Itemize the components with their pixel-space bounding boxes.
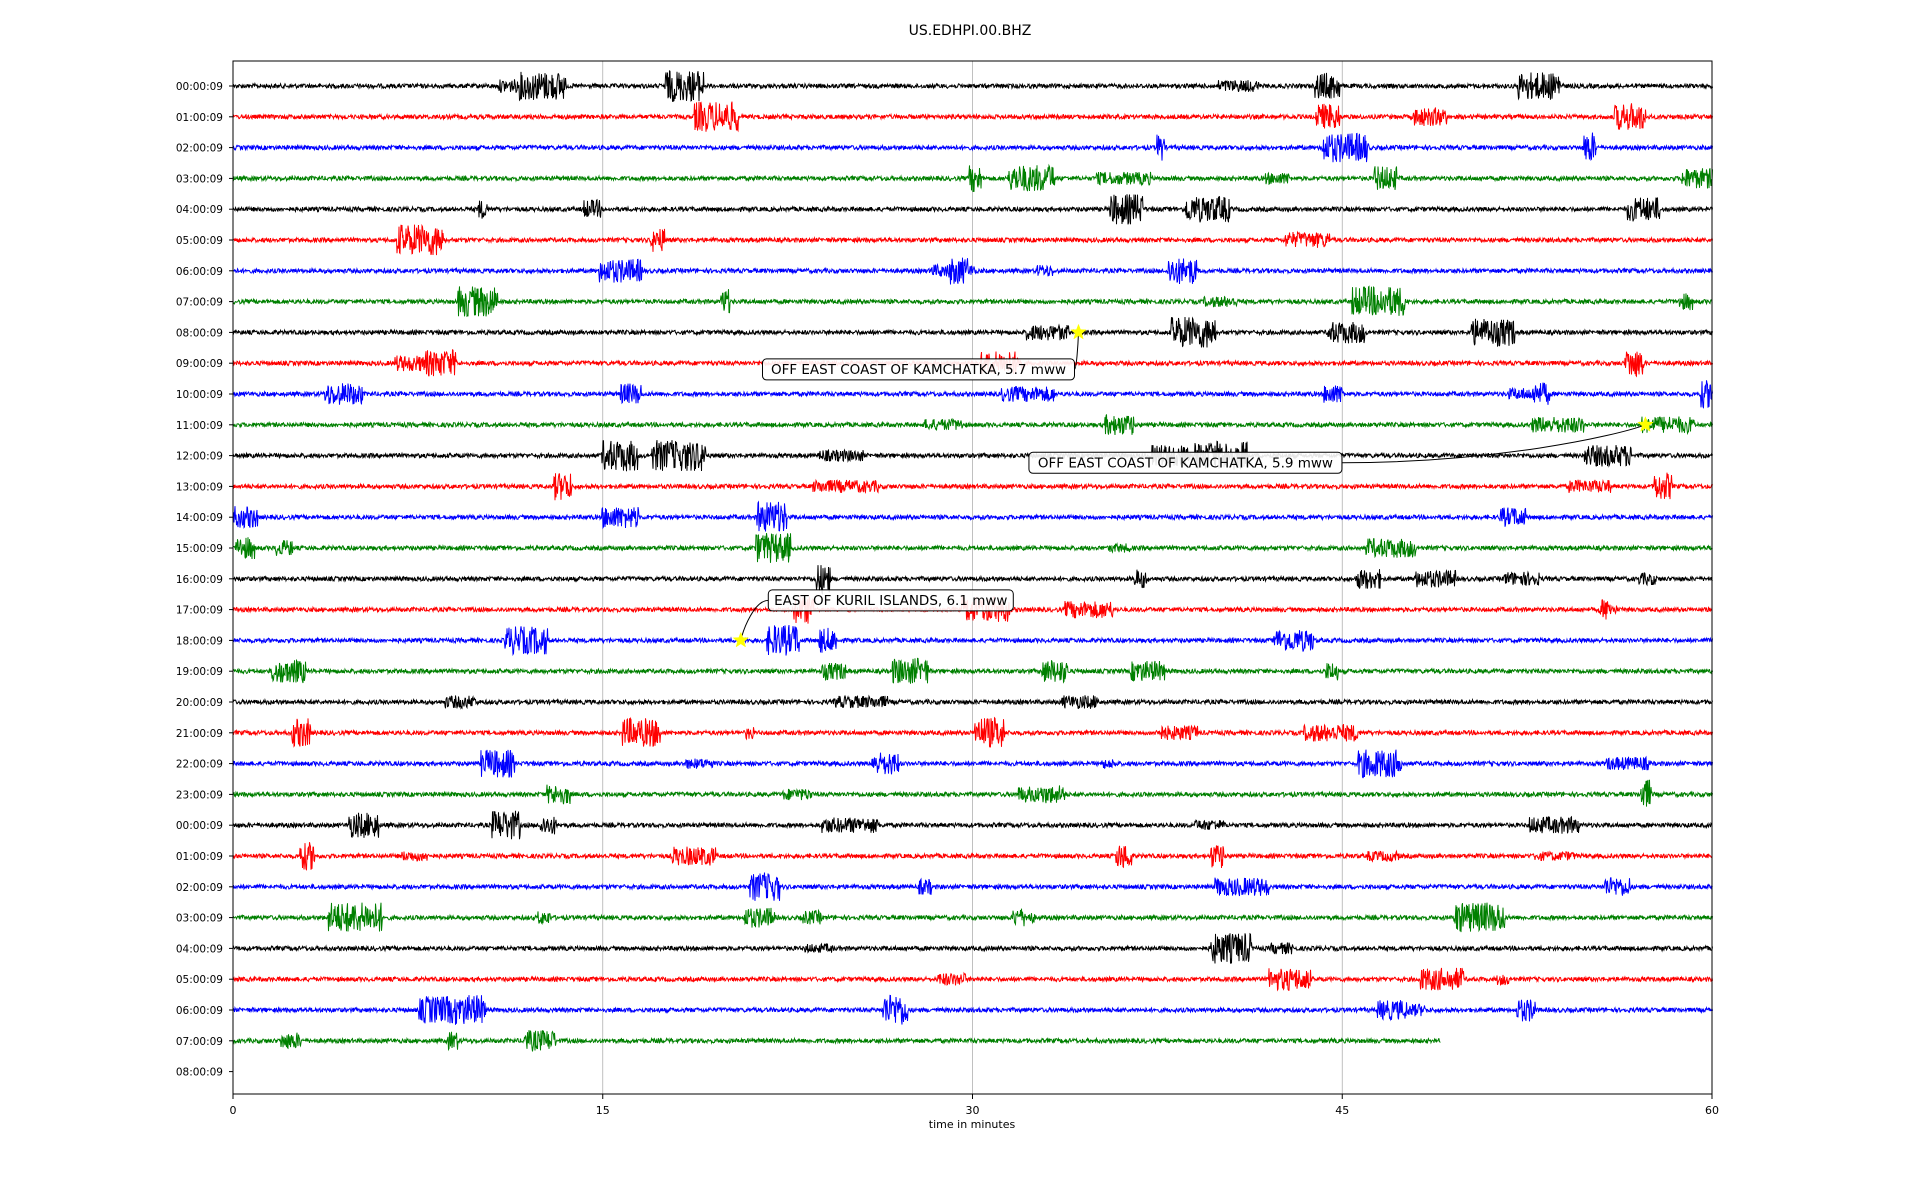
- row-time-label: 04:00:09: [176, 943, 223, 955]
- event-label: EAST OF KURIL ISLANDS, 6.1 mww: [774, 593, 1007, 609]
- trace-row-25: [232, 842, 1713, 871]
- row-time-label: 23:00:09: [176, 789, 223, 801]
- row-time-label: 15:00:09: [176, 543, 223, 555]
- row-time-label: 07:00:09: [176, 1036, 223, 1048]
- trace-row-15: [232, 533, 1713, 563]
- event-leader-line: [740, 599, 769, 641]
- row-time-label: 12:00:09: [176, 451, 223, 463]
- event-label: OFF EAST COAST OF KAMCHATKA, 5.7 mww: [771, 362, 1066, 378]
- trace-row-23: [232, 779, 1713, 807]
- trace-row-27: [232, 902, 1713, 933]
- row-time-label: 11:00:09: [176, 420, 223, 432]
- row-time-label: 19:00:09: [176, 666, 223, 678]
- event-star-marker: [732, 631, 750, 648]
- row-time-label: 22:00:09: [176, 759, 223, 771]
- event-label: OFF EAST COAST OF KAMCHATKA, 5.9 mww: [1038, 455, 1333, 471]
- axes-frame: [232, 60, 1713, 1095]
- trace-row-11: [232, 414, 1713, 436]
- row-time-label: 03:00:09: [176, 173, 223, 185]
- x-tick-label: 15: [596, 1104, 610, 1117]
- trace-row-19: [232, 657, 1713, 684]
- trace-row-7: [232, 285, 1713, 318]
- trace-row-21: [232, 716, 1713, 749]
- trace-row-20: [232, 694, 1713, 710]
- trace-row-10: [232, 380, 1713, 409]
- trace-row-26: [232, 872, 1713, 901]
- event-label-box: [761, 358, 1075, 381]
- event-leader-line: [1341, 424, 1646, 464]
- row-time-label: 01:00:09: [176, 112, 223, 124]
- x-axis-label: time in minutes: [929, 1118, 1016, 1131]
- row-time-label: 06:00:09: [176, 266, 223, 278]
- trace-row-24: [232, 810, 1713, 840]
- row-time-labels: 00:00:09 01:00:09 02:00:09 03:00:09 04:00:09…: [176, 81, 233, 1079]
- trace-row-16: [232, 565, 1713, 596]
- row-time-label: 08:00:09: [176, 1067, 223, 1079]
- trace-row-2: [232, 132, 1713, 163]
- trace-row-29: [232, 967, 1713, 992]
- trace-row-12: [232, 440, 1713, 472]
- trace-row-14: [232, 500, 1713, 532]
- event-annotations: OFF EAST COAST OF KAMCHATKA, 5.7 mww OFF …: [732, 323, 1654, 648]
- x-tick-label: 30: [966, 1104, 980, 1117]
- event-label-box: [767, 589, 1014, 612]
- row-time-label: 09:00:09: [176, 358, 223, 370]
- x-tick-label: 45: [1335, 1104, 1349, 1117]
- row-time-label: 05:00:09: [176, 974, 223, 986]
- event-star-marker: [1637, 416, 1654, 432]
- row-time-label: 05:00:09: [176, 235, 223, 247]
- trace-row-30: [232, 994, 1713, 1025]
- row-time-label: 20:00:09: [176, 697, 223, 709]
- row-time-label: 21:00:09: [176, 728, 223, 740]
- event-star-marker: [1070, 323, 1087, 340]
- row-time-label: 06:00:09: [176, 1005, 223, 1017]
- row-time-label: 07:00:09: [176, 297, 223, 309]
- trace-row-4: [232, 194, 1713, 225]
- row-time-label: 01:00:09: [176, 851, 223, 863]
- row-time-label: 04:00:09: [176, 204, 223, 216]
- trace-row-13: [232, 472, 1713, 501]
- x-tick-label: 60: [1705, 1104, 1719, 1117]
- row-time-label: 02:00:09: [176, 882, 223, 894]
- row-time-label: 08:00:09: [176, 327, 223, 339]
- trace-row-31: [232, 1030, 1441, 1052]
- trace-row-1: [232, 101, 1713, 133]
- trace-row-18: [232, 625, 1713, 657]
- trace-row-0: [232, 70, 1713, 102]
- trace-row-28: [232, 932, 1713, 964]
- row-time-label: 00:00:09: [176, 81, 223, 93]
- x-axis-ticks: 0 15 30 45 60: [230, 1094, 1719, 1117]
- row-time-label: 18:00:09: [176, 635, 223, 647]
- row-time-label: 13:00:09: [176, 481, 223, 493]
- row-time-label: 14:00:09: [176, 512, 223, 524]
- row-time-label: 00:00:09: [176, 820, 223, 832]
- x-tick-label: 0: [230, 1104, 237, 1117]
- trace-row-6: [232, 257, 1713, 285]
- trace-row-5: [232, 223, 1713, 256]
- trace-row-3: [232, 163, 1713, 193]
- row-time-label: 16:00:09: [176, 574, 223, 586]
- row-time-label: 17:00:09: [176, 605, 223, 617]
- event-label-box: [1028, 451, 1343, 474]
- chart-title: US.EDHPI.00.BHZ: [909, 23, 1032, 39]
- row-time-label: 03:00:09: [176, 913, 223, 925]
- row-time-label: 02:00:09: [176, 143, 223, 155]
- trace-row-8: [232, 316, 1713, 348]
- row-time-label: 10:00:09: [176, 389, 223, 401]
- trace-row-22: [232, 749, 1713, 779]
